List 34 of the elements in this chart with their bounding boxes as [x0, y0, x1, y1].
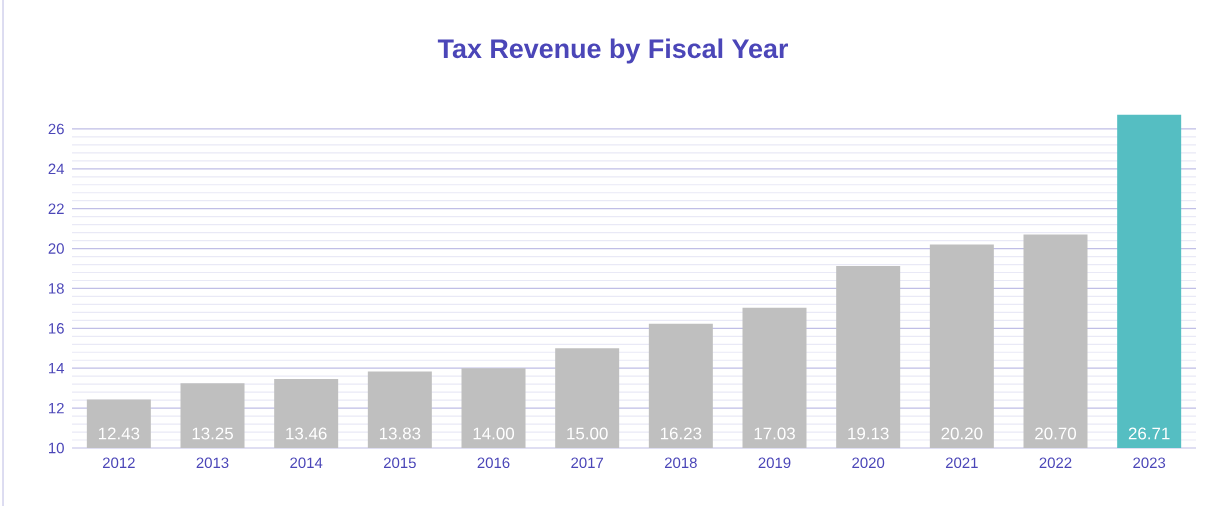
data-label: 17.03 [754, 427, 795, 440]
x-tick-label: 2013 [196, 457, 229, 469]
x-tick-label: 2014 [290, 457, 323, 469]
data-label: 15.00 [567, 427, 608, 440]
x-tick-label: 2015 [383, 457, 416, 469]
data-label: 13.46 [286, 427, 327, 440]
y-tick-label: 22 [48, 203, 64, 214]
x-tick-label: 2018 [664, 457, 697, 469]
data-label: 20.70 [1035, 427, 1077, 440]
data-label: 12.43 [98, 427, 140, 440]
x-tick-label: 2021 [945, 457, 978, 469]
x-tick-label: 2017 [571, 457, 604, 469]
data-label: 16.23 [660, 427, 702, 440]
x-tick-label: 2023 [1133, 457, 1166, 469]
y-tick-label: 16 [49, 323, 64, 334]
y-tick-label: 12 [49, 402, 64, 414]
y-tick-label: 10 [49, 442, 64, 454]
data-label: 26.71 [1128, 427, 1170, 440]
x-tick-label: 2012 [102, 457, 135, 469]
chart-title: Tax Revenue by Fiscal Year [437, 38, 789, 64]
y-tick-label: 18 [49, 283, 64, 294]
y-tick-label: 26 [48, 123, 64, 135]
data-label: 13.25 [192, 427, 233, 440]
y-tick-label: 24 [48, 163, 65, 175]
y-tick-label: 14 [49, 363, 65, 374]
x-tick-label: 2016 [477, 457, 510, 469]
x-tick-label: 2022 [1039, 457, 1072, 469]
y-tick-label: 20 [48, 243, 64, 254]
data-label: 13.83 [379, 427, 421, 440]
data-label: 14.00 [473, 427, 515, 440]
x-tick-label: 2020 [852, 457, 885, 469]
data-label: 19.13 [848, 427, 889, 440]
data-label: 20.20 [941, 427, 983, 440]
x-tick-label: 2019 [758, 457, 791, 469]
